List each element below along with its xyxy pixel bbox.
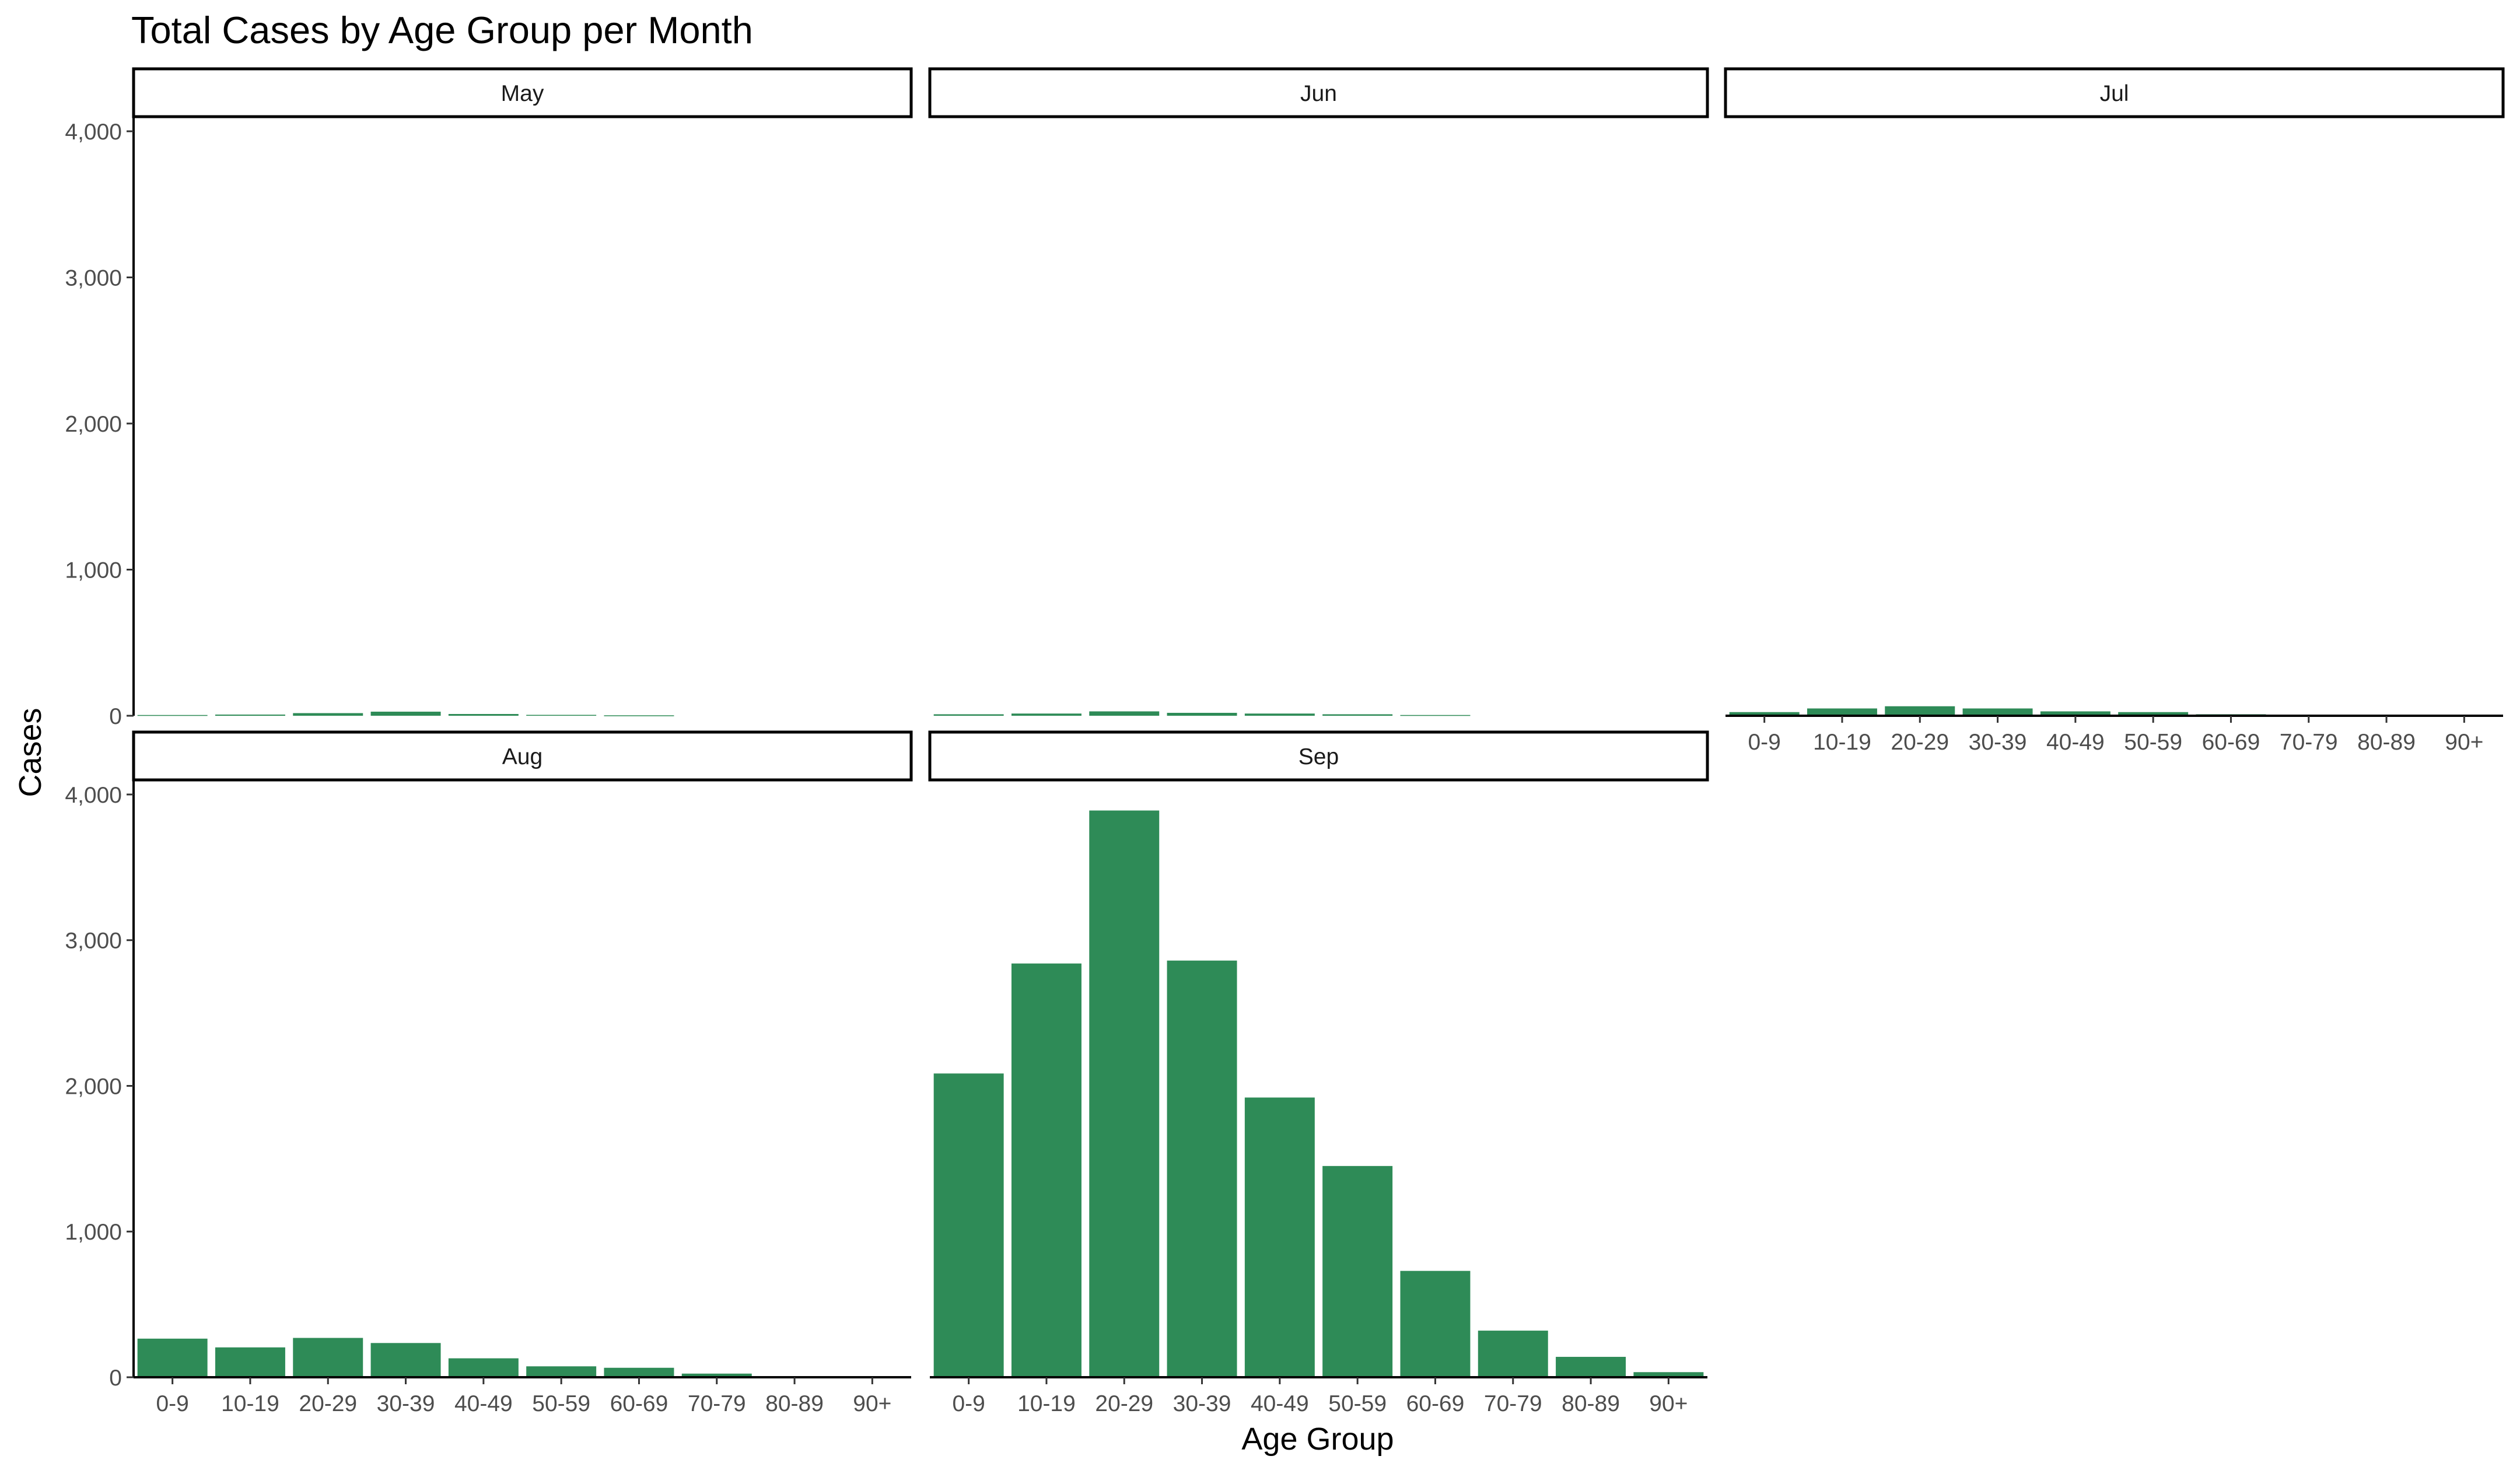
- y-tick-label-aug-1000: 1,000: [65, 1220, 122, 1245]
- x-tick-label-sep-10-19: 10-19: [1017, 1391, 1076, 1416]
- x-tick-label-sep-50-59: 50-59: [1328, 1391, 1387, 1416]
- bar-jun-40-49: [1244, 713, 1315, 716]
- facet-strip-aug: [132, 730, 913, 782]
- y-tick-label-may-3000: 3,000: [65, 266, 122, 291]
- x-tick-label-aug-20-29: 20-29: [299, 1391, 357, 1416]
- bar-jul-30-39: [1962, 708, 2033, 716]
- bar-may-0-9: [137, 715, 208, 716]
- facet-strip-sep: [928, 730, 1709, 782]
- facet-jun: Jun: [928, 67, 1709, 716]
- x-tick-label-aug-0-9: 0-9: [156, 1391, 188, 1416]
- x-tick-label-sep-40-49: 40-49: [1251, 1391, 1309, 1416]
- bar-sep-30-39: [1167, 960, 1237, 1377]
- bar-jun-30-39: [1167, 712, 1237, 716]
- y-tick-label-may-1000: 1,000: [65, 558, 122, 583]
- facet-strip-jun: [928, 67, 1709, 118]
- facet-label-jun: Jun: [1300, 81, 1337, 106]
- facet-jul: Jul 0-9 10-19 20-29 30-39 40-49 50-59 60-69 70-7…: [1724, 67, 2505, 755]
- bar-sep-40-49: [1244, 1097, 1315, 1377]
- x-tick-label-jul-10-19: 10-19: [1813, 730, 1871, 755]
- bar-aug-40-49: [448, 1358, 519, 1377]
- x-tick-label-aug-40-49: 40-49: [454, 1391, 513, 1416]
- bar-jun-50-59: [1322, 714, 1393, 716]
- bar-sep-80-89: [1556, 1357, 1626, 1377]
- x-tick-label-jul-0-9: 0-9: [1748, 730, 1780, 755]
- bar-may-50-59: [526, 715, 597, 716]
- x-tick-label-sep-90plus: 90+: [1649, 1391, 1688, 1416]
- x-tick-label-sep-30-39: 30-39: [1173, 1391, 1231, 1416]
- bar-may-40-49: [448, 713, 519, 716]
- y-tick-label-may-4000: 4,000: [65, 120, 122, 145]
- facet-sep: Sep 0-9 10-19 20-29 30-39 40-49 50-59 60-69 70-7…: [928, 730, 1709, 1416]
- x-tick-label-jul-20-29: 20-29: [1891, 730, 1949, 755]
- bar-sep-70-79: [1478, 1331, 1548, 1377]
- x-tick-label-jul-30-39: 30-39: [1969, 730, 2027, 755]
- bar-jun-10-19: [1011, 713, 1082, 716]
- bar-aug-30-39: [370, 1343, 441, 1377]
- bar-jul-0-9: [1729, 712, 1800, 716]
- x-tick-label-aug-10-19: 10-19: [221, 1391, 279, 1416]
- x-tick-label-sep-80-89: 80-89: [1562, 1391, 1620, 1416]
- facet-label-may: May: [501, 81, 544, 106]
- x-tick-label-jul-60-69: 60-69: [2202, 730, 2260, 755]
- bar-sep-20-29: [1089, 810, 1160, 1377]
- x-tick-label-aug-70-79: 70-79: [688, 1391, 746, 1416]
- bar-jun-60-69: [1400, 715, 1471, 716]
- x-axis-title: Age Group: [1241, 1422, 1394, 1457]
- bar-sep-10-19: [1011, 963, 1082, 1377]
- y-tick-label-aug-0: 0: [109, 1366, 122, 1391]
- bar-aug-70-79: [681, 1373, 752, 1377]
- bar-aug-0-9: [137, 1338, 208, 1377]
- y-tick-label-aug-3000: 3,000: [65, 929, 122, 954]
- bar-aug-60-69: [604, 1367, 674, 1377]
- bar-may-20-29: [293, 713, 363, 716]
- facet-strip-jul: [1724, 67, 2505, 118]
- facet-label-sep: Sep: [1298, 744, 1339, 769]
- bar-sep-50-59: [1322, 1166, 1393, 1377]
- bar-jul-50-59: [2118, 712, 2189, 716]
- facet-label-aug: Aug: [502, 744, 542, 769]
- bar-sep-60-69: [1400, 1270, 1471, 1377]
- bar-jul-20-29: [1885, 706, 1955, 716]
- facet-panels: May 0 1,000 2,000 3,000 4,000 Jun Jul 0-9 10-19 20…: [65, 67, 2505, 1416]
- bar-aug-10-19: [215, 1347, 285, 1377]
- x-tick-label-jul-40-49: 40-49: [2046, 730, 2105, 755]
- y-tick-label-may-0: 0: [109, 704, 122, 729]
- bar-may-10-19: [215, 714, 285, 716]
- x-tick-label-aug-30-39: 30-39: [377, 1391, 435, 1416]
- bar-jun-20-29: [1089, 711, 1160, 716]
- y-axis-title: Cases: [13, 708, 48, 797]
- bar-aug-20-29: [293, 1338, 363, 1377]
- facet-strip-may: [132, 67, 913, 118]
- x-tick-label-aug-80-89: 80-89: [765, 1391, 824, 1416]
- bar-jul-40-49: [2040, 711, 2110, 716]
- x-tick-label-sep-70-79: 70-79: [1484, 1391, 1542, 1416]
- x-tick-label-sep-60-69: 60-69: [1406, 1391, 1465, 1416]
- bar-sep-0-9: [933, 1073, 1004, 1377]
- x-tick-label-aug-50-59: 50-59: [532, 1391, 590, 1416]
- x-tick-label-sep-0-9: 0-9: [952, 1391, 985, 1416]
- x-tick-label-jul-50-59: 50-59: [2124, 730, 2182, 755]
- y-tick-label-may-2000: 2,000: [65, 412, 122, 437]
- facet-label-jul: Jul: [2100, 81, 2129, 106]
- x-tick-label-aug-60-69: 60-69: [610, 1391, 668, 1416]
- x-tick-label-jul-70-79: 70-79: [2280, 730, 2338, 755]
- y-tick-label-aug-4000: 4,000: [65, 783, 122, 808]
- x-tick-label-aug-90plus: 90+: [853, 1391, 891, 1416]
- facet-may: May 0 1,000 2,000 3,000 4,000: [65, 67, 913, 729]
- x-tick-label-jul-90plus: 90+: [2445, 730, 2483, 755]
- chart-title: Total Cases by Age Group per Month: [131, 9, 753, 51]
- y-tick-label-aug-2000: 2,000: [65, 1074, 122, 1099]
- bar-jul-10-19: [1807, 708, 1877, 716]
- bar-may-60-69: [604, 715, 674, 716]
- bar-jun-0-9: [933, 714, 1004, 716]
- x-tick-label-jul-80-89: 80-89: [2357, 730, 2416, 755]
- bar-sep-90plus: [1633, 1372, 1704, 1377]
- bar-aug-50-59: [526, 1366, 597, 1377]
- bar-may-30-39: [370, 711, 441, 716]
- x-tick-label-sep-20-29: 20-29: [1095, 1391, 1153, 1416]
- facet-aug: Aug 0 1,000 2,000 3,000 4,000 0-9 10-19 20-29 30-…: [65, 730, 913, 1416]
